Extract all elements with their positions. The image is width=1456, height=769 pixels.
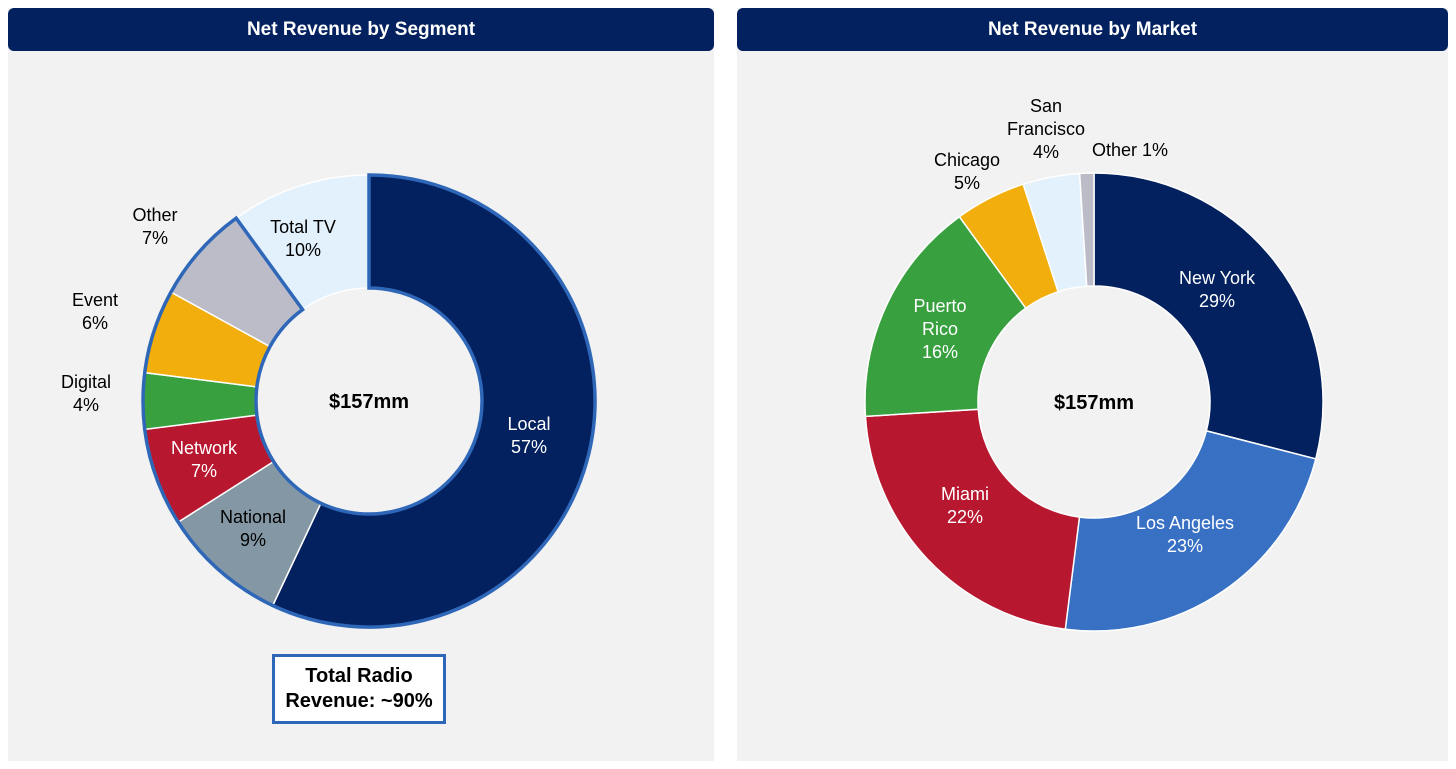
slice-percent: 10% xyxy=(285,240,321,260)
market-donut-chart: $157mm New York 29% Los Angeles 23% Miami 22% P… xyxy=(864,96,1324,632)
total-radio-line2: Revenue: ~90% xyxy=(285,690,433,712)
total-radio-line1: Total Radio xyxy=(305,665,413,687)
label-digital: Digital 4% xyxy=(61,372,111,415)
slice-name: Other xyxy=(132,205,177,225)
slice-name: Event xyxy=(72,290,118,310)
center-total-label: $157mm xyxy=(329,391,409,413)
segment-donut-chart: $157mm Local 57% National 9% Network 7% Digital… xyxy=(61,173,597,629)
slice-name: Francisco xyxy=(1007,119,1085,139)
slice-other xyxy=(1078,172,1095,288)
slice-percent: 7% xyxy=(142,228,168,248)
label-total-tv: Total TV 10% xyxy=(270,217,336,260)
slice-name: San xyxy=(1030,96,1062,116)
slice-percent: 5% xyxy=(954,173,980,193)
center-total-label: $157mm xyxy=(1054,392,1134,414)
slice-name: Chicago xyxy=(934,150,1000,170)
slice-percent: 22% xyxy=(947,507,983,527)
slice-percent: 29% xyxy=(1199,291,1235,311)
radio-segment-outline xyxy=(141,173,597,629)
label-san-francisco: San Francisco 4% xyxy=(1007,96,1085,162)
slice-new-york xyxy=(1093,172,1324,460)
slice-puerto-rico xyxy=(864,215,1027,418)
market-chart-title: Net Revenue by Market xyxy=(737,8,1448,51)
label-national: National 9% xyxy=(220,507,286,550)
market-panel: Net Revenue by Market $157mm New York 29% L… xyxy=(737,8,1448,761)
slice-percent: 16% xyxy=(922,342,958,362)
label-network: Network 7% xyxy=(171,438,238,481)
segment-chart-title: Net Revenue by Segment xyxy=(8,8,714,51)
slice-name: Total TV xyxy=(270,217,336,237)
slice-name: Other 1% xyxy=(1092,140,1168,160)
slice-percent: 9% xyxy=(240,530,266,550)
slice-percent: 6% xyxy=(82,313,108,333)
segment-panel: Net Revenue by Segment $157mm Local 57% Nat… xyxy=(8,8,714,761)
label-chicago: Chicago 5% xyxy=(934,150,1000,193)
slice-name: Digital xyxy=(61,372,111,392)
slice-name: Puerto xyxy=(913,296,966,316)
slice-name: Local xyxy=(507,414,550,434)
label-miami: Miami 22% xyxy=(941,484,989,527)
label-other: Other 7% xyxy=(132,205,177,248)
slice-los-angeles xyxy=(1064,429,1317,632)
slice-percent: 7% xyxy=(191,461,217,481)
slice-name: Miami xyxy=(941,484,989,504)
total-radio-callout: Total Radio Revenue: ~90% xyxy=(272,654,446,724)
slice-name: Los Angeles xyxy=(1136,513,1234,533)
slice-percent: 4% xyxy=(73,395,99,415)
slice-name: National xyxy=(220,507,286,527)
slice-miami xyxy=(864,408,1081,631)
slice-percent: 4% xyxy=(1033,142,1059,162)
slice-name: New York xyxy=(1179,268,1256,288)
slice-name: Rico xyxy=(922,319,958,339)
slice-name: Network xyxy=(171,438,238,458)
label-new-york: New York 29% xyxy=(1179,268,1256,311)
label-los-angeles: Los Angeles 23% xyxy=(1136,513,1234,556)
label-local: Local 57% xyxy=(507,414,550,457)
label-puerto-rico: Puerto Rico 16% xyxy=(913,296,966,362)
slices xyxy=(864,172,1324,632)
label-other: Other 1% xyxy=(1092,140,1168,160)
slice-percent: 23% xyxy=(1167,536,1203,556)
slice-percent: 57% xyxy=(511,437,547,457)
label-event: Event 6% xyxy=(72,290,118,333)
